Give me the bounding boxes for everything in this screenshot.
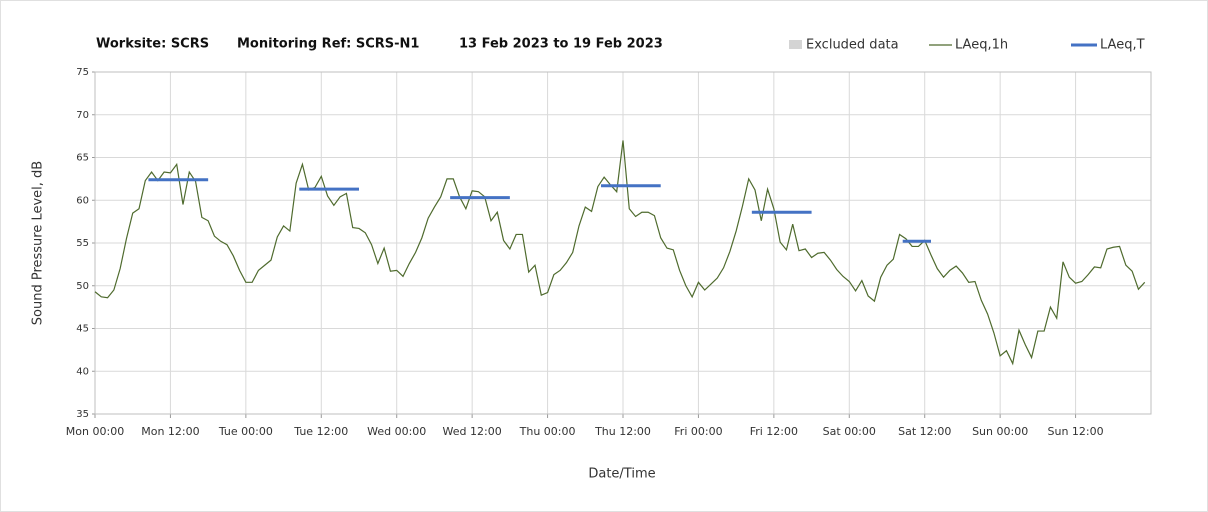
- legend-label: LAeq,1h: [955, 38, 1008, 53]
- y-tick-label: 40: [76, 366, 89, 377]
- x-tick-label: Sat 00:00: [823, 425, 876, 438]
- x-axis-label: Date/Time: [588, 467, 655, 482]
- x-tick-label: Tue 12:00: [293, 425, 348, 438]
- x-tick-label: Mon 00:00: [66, 425, 124, 438]
- chart-title: Monitoring Ref: SCRS-N1: [237, 37, 419, 52]
- y-tick-label: 50: [76, 281, 89, 292]
- legend-label: LAeq,T: [1100, 38, 1145, 53]
- y-tick-label: 35: [76, 409, 89, 420]
- y-tick-label: 60: [76, 195, 89, 206]
- chart-title: 13 Feb 2023 to 19 Feb 2023: [459, 37, 663, 52]
- x-tick-label: Wed 00:00: [367, 425, 426, 438]
- y-axis-label: Sound Pressure Level, dB: [31, 161, 46, 325]
- legend-label: Excluded data: [806, 38, 899, 53]
- y-tick-label: 70: [76, 110, 89, 121]
- x-tick-label: Sun 12:00: [1048, 425, 1104, 438]
- plot-border: [94, 71, 1152, 415]
- x-tick-label: Tue 00:00: [218, 425, 273, 438]
- chart-title: Worksite: SCRS: [96, 37, 209, 52]
- y-tick-label: 75: [76, 67, 89, 78]
- x-tick-label: Fri 00:00: [674, 425, 722, 438]
- y-tick-label: 65: [76, 153, 89, 164]
- x-tick-label: Fri 12:00: [750, 425, 798, 438]
- y-tick-label: 45: [76, 324, 89, 335]
- x-tick-label: Wed 12:00: [443, 425, 502, 438]
- x-tick-label: Mon 12:00: [141, 425, 199, 438]
- x-tick-label: Thu 12:00: [594, 425, 651, 438]
- x-tick-label: Thu 00:00: [519, 425, 576, 438]
- y-tick-label: 55: [76, 238, 89, 249]
- line: [94, 140, 1146, 366]
- x-tick-label: Sat 12:00: [898, 425, 951, 438]
- x-tick-label: Sun 00:00: [972, 425, 1028, 438]
- legend-swatch: [789, 40, 802, 49]
